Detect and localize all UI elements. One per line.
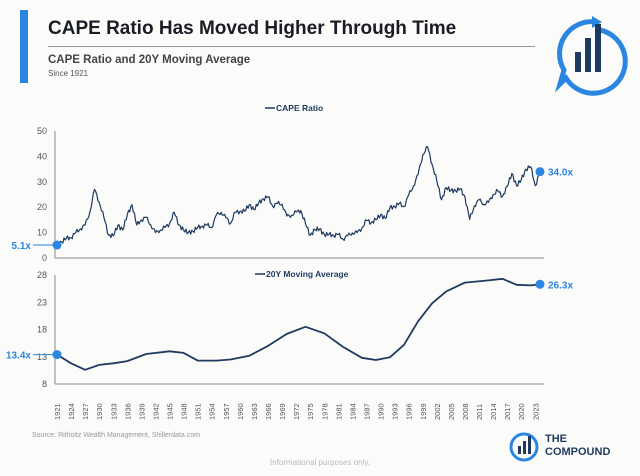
x-tick-label: 1969 bbox=[278, 403, 287, 420]
compound-logo-icon bbox=[554, 16, 628, 96]
legend-label: 20Y Moving Average bbox=[266, 269, 349, 279]
y-tick-label: 40 bbox=[37, 151, 47, 161]
y-tick-label: 20 bbox=[37, 202, 47, 212]
x-tick-label: 1930 bbox=[95, 403, 104, 420]
y-tick-label: 28 bbox=[37, 270, 47, 280]
x-tick-label: 1972 bbox=[292, 403, 301, 420]
data-label: 13.4x bbox=[6, 351, 31, 362]
data-point-marker bbox=[535, 279, 545, 289]
x-tick-label: 1960 bbox=[236, 403, 245, 420]
subtitle: CAPE Ratio and 20Y Moving Average bbox=[48, 54, 251, 66]
x-tick-label: 1966 bbox=[264, 403, 273, 420]
x-tick-label: 1948 bbox=[180, 403, 189, 420]
y-tick-label: 13 bbox=[37, 352, 47, 362]
x-tick-label: 1984 bbox=[348, 403, 357, 420]
series-line bbox=[56, 277, 541, 371]
x-tick-label: 1987 bbox=[362, 403, 371, 420]
x-tick-label: 1957 bbox=[222, 403, 231, 420]
x-tick-label: 1978 bbox=[320, 403, 329, 420]
y-tick-label: 18 bbox=[37, 325, 47, 335]
data-label: 34.0x bbox=[548, 168, 573, 179]
disclaimer: Informational purposes only. bbox=[270, 458, 370, 467]
data-label: 5.1x bbox=[12, 241, 32, 252]
y-tick-label: 0 bbox=[42, 253, 47, 263]
data-point-marker bbox=[52, 240, 62, 250]
page-title: CAPE Ratio Has Moved Higher Through Time bbox=[48, 18, 457, 39]
x-tick-label: 1924 bbox=[67, 403, 76, 420]
x-tick-label: 2023 bbox=[531, 403, 540, 420]
brand-name: THE COMPOUND bbox=[545, 433, 610, 459]
x-tick-label: 1981 bbox=[334, 403, 343, 420]
x-tick-label: 1921 bbox=[53, 403, 62, 420]
x-tick-label: 1963 bbox=[250, 403, 259, 420]
x-tick-label: 1975 bbox=[306, 403, 315, 420]
since-label: Since 1921 bbox=[48, 69, 89, 78]
x-tick-label: 1954 bbox=[208, 403, 217, 420]
x-tick-label: 1951 bbox=[194, 403, 203, 420]
x-tick-label: 2017 bbox=[503, 403, 512, 420]
x-tick-label: 1990 bbox=[377, 403, 386, 420]
accent-bar bbox=[20, 10, 28, 83]
compound-small-logo-icon bbox=[509, 432, 539, 462]
x-tick-label: 1993 bbox=[391, 403, 400, 420]
x-tick-label: 2020 bbox=[517, 403, 526, 420]
x-tick-label: 1927 bbox=[81, 403, 90, 420]
data-label: 26.3x bbox=[548, 280, 573, 291]
y-tick-label: 30 bbox=[37, 177, 47, 187]
x-tick-label: 1933 bbox=[109, 403, 118, 420]
data-point-marker bbox=[535, 167, 545, 177]
brand-line1: THE bbox=[545, 433, 567, 445]
series-line bbox=[56, 146, 541, 247]
x-tick-label: 1936 bbox=[123, 403, 132, 420]
legend-label: CAPE Ratio bbox=[276, 103, 323, 113]
y-tick-label: 50 bbox=[37, 126, 47, 136]
x-tick-label: 1996 bbox=[405, 403, 414, 420]
x-tick-label: 1942 bbox=[151, 403, 160, 420]
y-tick-label: 8 bbox=[42, 379, 47, 389]
y-tick-label: 10 bbox=[37, 228, 47, 238]
brand-line2: COMPOUND bbox=[545, 446, 611, 458]
y-tick-label: 23 bbox=[37, 297, 47, 307]
data-point-marker bbox=[52, 350, 62, 360]
title-divider bbox=[48, 46, 535, 47]
x-tick-label: 2002 bbox=[433, 403, 442, 420]
x-tick-label: 2008 bbox=[461, 403, 470, 420]
x-tick-label: 2011 bbox=[475, 404, 484, 420]
source-note: Source: Ritholtz Wealth Management, Shil… bbox=[32, 432, 200, 439]
x-tick-label: 1945 bbox=[166, 403, 175, 420]
x-tick-label: 1999 bbox=[419, 403, 428, 420]
x-tick-label: 2014 bbox=[489, 403, 498, 420]
x-tick-label: 1939 bbox=[137, 403, 146, 420]
x-tick-label: 2005 bbox=[447, 403, 456, 420]
